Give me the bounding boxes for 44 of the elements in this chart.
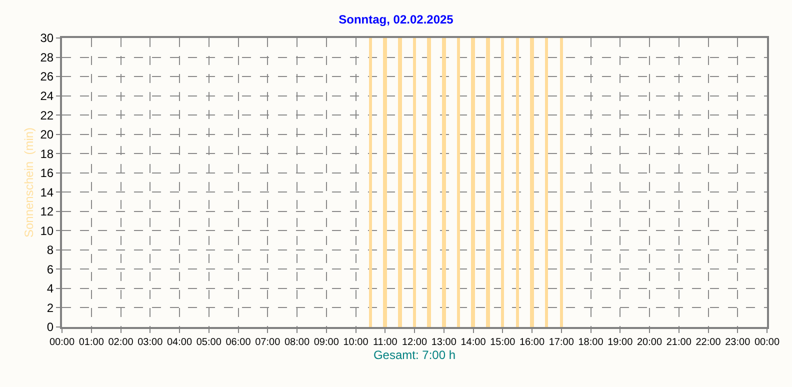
y-tick-label: 24	[40, 89, 54, 103]
x-tick-label: 15:00	[490, 337, 516, 348]
x-tick-label: 08:00	[284, 337, 310, 348]
y-tick-label: 22	[40, 108, 54, 122]
x-tick-label: 12:00	[402, 337, 428, 348]
chart-title: Sonntag, 02.02.2025	[338, 12, 454, 27]
y-tick-label: 26	[40, 70, 54, 84]
x-tick-label: 05:00	[196, 337, 222, 348]
x-tick-label: 07:00	[255, 337, 281, 348]
x-tick-label: 00:00	[49, 337, 75, 348]
y-tick-label: 18	[40, 146, 54, 161]
x-tick-label: 03:00	[138, 337, 164, 348]
x-tick-label: 00:00	[754, 337, 780, 348]
y-axis-title: Sonnenschein (min)	[22, 127, 36, 238]
x-tick-label: 10:00	[343, 337, 369, 348]
x-tick-label: 22:00	[696, 337, 722, 348]
x-tick-label: 13:00	[431, 337, 457, 348]
y-tick-label: 0	[46, 320, 54, 334]
y-tick-label: 30	[40, 31, 54, 46]
x-tick-label: 23:00	[725, 337, 751, 348]
x-tick-label: 21:00	[666, 337, 692, 348]
x-axis-title: Gesamt: 7:00 h	[373, 348, 456, 362]
y-tick-label: 6	[46, 262, 54, 276]
x-tick-label: 06:00	[226, 337, 252, 348]
x-tick-label: 04:00	[166, 337, 192, 348]
y-tick-label: 14	[40, 185, 54, 200]
x-tick-label: 11:00	[372, 337, 398, 348]
y-tick-label: 10	[40, 224, 54, 238]
y-tick-label: 28	[40, 50, 54, 64]
x-tick-label: 17:00	[548, 337, 574, 348]
y-tick-label: 8	[46, 243, 54, 258]
x-tick-label: 16:00	[519, 337, 545, 348]
x-tick-label: 20:00	[636, 337, 662, 348]
x-tick-label: 02:00	[108, 337, 134, 348]
x-tick-label: 18:00	[578, 337, 604, 348]
y-tick-label: 2	[46, 300, 54, 315]
y-tick-label: 4	[46, 282, 54, 296]
x-tick-label: 01:00	[78, 337, 104, 348]
y-tick-label: 20	[40, 128, 54, 142]
y-tick-label: 16	[40, 166, 54, 180]
y-tick-label: 12	[40, 204, 54, 219]
x-tick-label: 19:00	[608, 337, 634, 348]
x-tick-label: 09:00	[314, 337, 340, 348]
x-tick-label: 14:00	[460, 337, 486, 348]
